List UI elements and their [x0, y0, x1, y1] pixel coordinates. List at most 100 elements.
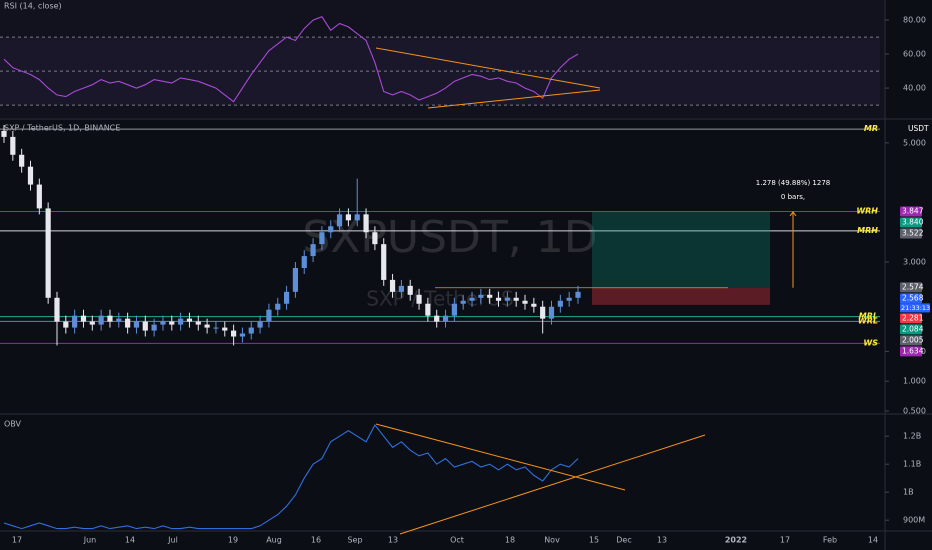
x-tick-label: 19 — [228, 536, 238, 545]
x-tick-label: 15 — [589, 536, 599, 545]
rsi-pane — [0, 0, 885, 118]
y-tick-label: 60.00 — [903, 50, 926, 59]
candle-body — [434, 315, 440, 322]
y-tick-label: 5.000 — [903, 138, 926, 147]
candle-body — [292, 267, 299, 292]
currency-label: USDT — [908, 124, 929, 133]
candle-body — [557, 300, 563, 307]
candle-body — [301, 256, 307, 268]
price-label-box — [900, 228, 922, 239]
candle-body — [231, 330, 237, 337]
x-tick-label: 17 — [780, 536, 790, 545]
watermark: SXPUSDT, 1D — [302, 212, 597, 263]
candle-body — [398, 285, 404, 292]
level-label: WRH — [856, 207, 878, 216]
level-label: WS — [863, 338, 878, 347]
level-label: MRL — [859, 312, 878, 321]
x-tick-label: Oct — [450, 536, 464, 545]
candle-body — [407, 285, 413, 295]
candle-body — [504, 297, 510, 301]
x-tick-label: 17 — [12, 536, 22, 545]
price-label-box — [900, 313, 922, 324]
y-tick-label: 3.000 — [903, 258, 926, 267]
obv-title: OBV — [4, 420, 22, 429]
x-tick-label: Feb — [823, 536, 837, 545]
candle-body — [195, 321, 201, 325]
candle-body — [10, 136, 16, 155]
target-zone — [592, 211, 770, 288]
price-label-box — [900, 335, 922, 346]
y-tick-label: 1B — [903, 488, 914, 497]
x-tick-label: Nov — [544, 536, 560, 545]
candle-body — [283, 291, 290, 304]
candle-body — [354, 214, 360, 221]
x-tick-label: 14 — [125, 536, 135, 545]
candle-body — [160, 321, 166, 325]
price-label: 2.084 — [902, 324, 924, 333]
price-label: 2.005 — [902, 335, 924, 344]
price-label: 2.281 — [902, 313, 924, 322]
stop-zone — [592, 287, 770, 305]
price-label-box — [900, 346, 922, 357]
trend-line — [427, 89, 601, 109]
y-tick-label: 40.00 — [903, 84, 926, 93]
candle-body — [328, 226, 334, 233]
candle-body — [248, 327, 254, 334]
candle-body — [27, 166, 34, 185]
candle-body — [540, 306, 546, 319]
candle-body — [381, 244, 387, 280]
x-tick-label: 14 — [868, 536, 878, 545]
candle-body — [125, 318, 131, 328]
x-tick-label: 2022 — [725, 536, 747, 545]
x-tick-label: Jun — [83, 536, 97, 545]
candle-body — [478, 294, 484, 298]
measure-bars: 0 bars, — [781, 193, 805, 201]
price-label-box — [900, 293, 922, 304]
indicator-line — [3, 423, 579, 530]
candle-body — [72, 315, 78, 328]
candle-body — [204, 324, 210, 328]
countdown-box — [900, 303, 930, 313]
x-tick-label: Sep — [347, 536, 362, 545]
x-tick-label: Dec — [616, 536, 631, 545]
x-tick-label: 13 — [388, 536, 398, 545]
candle-body — [116, 318, 122, 322]
watermark-sub: SXP / TetherUS — [366, 287, 513, 311]
price-title: SXP / TetherUS, 1D, BINANCE — [4, 124, 120, 133]
price-label: 2.568 — [902, 293, 924, 302]
candle-body — [213, 327, 219, 329]
measure-label: 1.278 (49.88%) 1278 — [756, 179, 830, 187]
y-tick-label: 900M — [903, 516, 925, 525]
candle-body — [133, 321, 140, 328]
candle-body — [460, 300, 466, 304]
x-tick-label: Jul — [167, 536, 178, 545]
candle-body — [442, 315, 449, 322]
candle-body — [310, 244, 316, 257]
candle-body — [389, 279, 396, 292]
price-label-box — [900, 282, 922, 293]
candle-body — [275, 303, 281, 310]
rsi-title: RSI (14, close) — [4, 2, 62, 11]
candle-body — [89, 321, 95, 325]
candle-body — [45, 208, 51, 298]
price-label-box — [900, 324, 922, 335]
candle-body — [336, 214, 343, 227]
candle-body — [257, 321, 263, 328]
level-label: MRH — [857, 226, 878, 235]
y-tick-label: 80.00 — [903, 16, 926, 25]
candle-body — [151, 324, 157, 331]
candle-body — [80, 315, 87, 322]
candle-body — [142, 321, 148, 331]
price-label-box — [900, 217, 922, 228]
candle-body — [531, 303, 537, 307]
price-label: 2.574 — [902, 282, 924, 291]
price-label-box — [900, 206, 922, 217]
candle-body — [495, 297, 502, 301]
candle-body — [19, 154, 25, 167]
arrow-head — [789, 211, 797, 217]
candle-body — [319, 232, 325, 245]
candle-body — [36, 184, 42, 209]
candle-body — [266, 309, 272, 322]
